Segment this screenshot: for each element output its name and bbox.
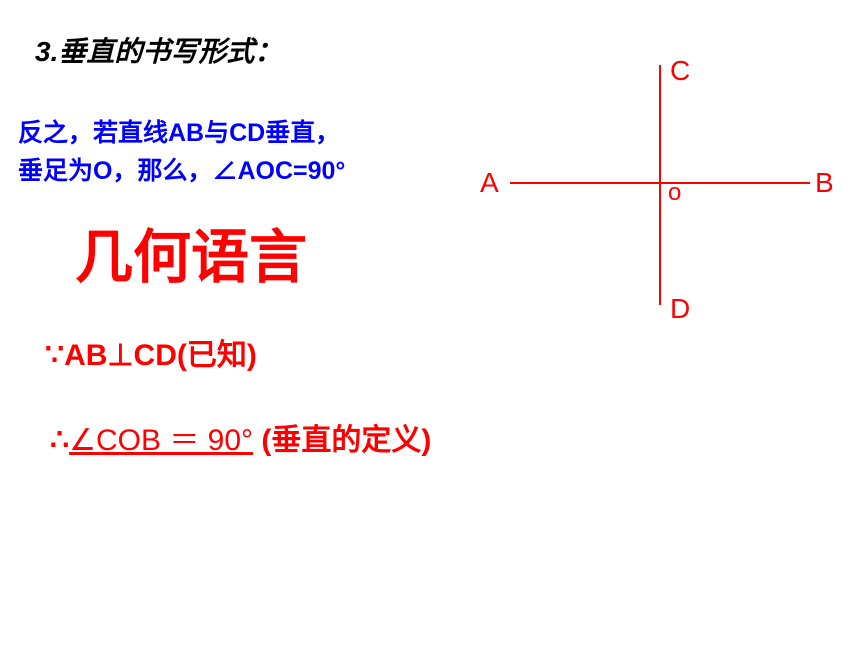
label-a: A <box>480 167 499 199</box>
proof-line-given: ∵AB⊥CD(已知) <box>45 330 257 374</box>
because-symbol: ∵ <box>45 339 64 372</box>
label-b: B <box>815 167 834 199</box>
conclusion-underlined: ∠COB ＝ 90° <box>69 424 253 457</box>
label-o: o <box>668 179 681 207</box>
label-d: D <box>670 293 690 325</box>
explanation-text: 反之，若直线AB与CD垂直， 垂足为O，那么，∠AOC=90° <box>18 115 345 190</box>
proof-line-conclusion: ∴∠COB ＝ 90° (垂直的定义) <box>50 415 431 459</box>
given-statement: AB⊥CD(已知) <box>64 339 257 372</box>
explanation-line-2: 垂足为O，那么，∠AOC=90° <box>18 157 345 185</box>
section-heading: 3.垂直的书写形式： <box>35 30 282 70</box>
diagram-svg <box>490 55 830 315</box>
explanation-line-1: 反之，若直线AB与CD垂直， <box>18 119 340 147</box>
perpendicular-diagram: A B C D o <box>490 55 830 315</box>
label-c: C <box>670 55 690 87</box>
geometric-language-title: 几何语言 <box>75 210 307 294</box>
conclusion-reason: (垂直的定义) <box>253 424 431 457</box>
therefore-symbol: ∴ <box>50 424 69 457</box>
